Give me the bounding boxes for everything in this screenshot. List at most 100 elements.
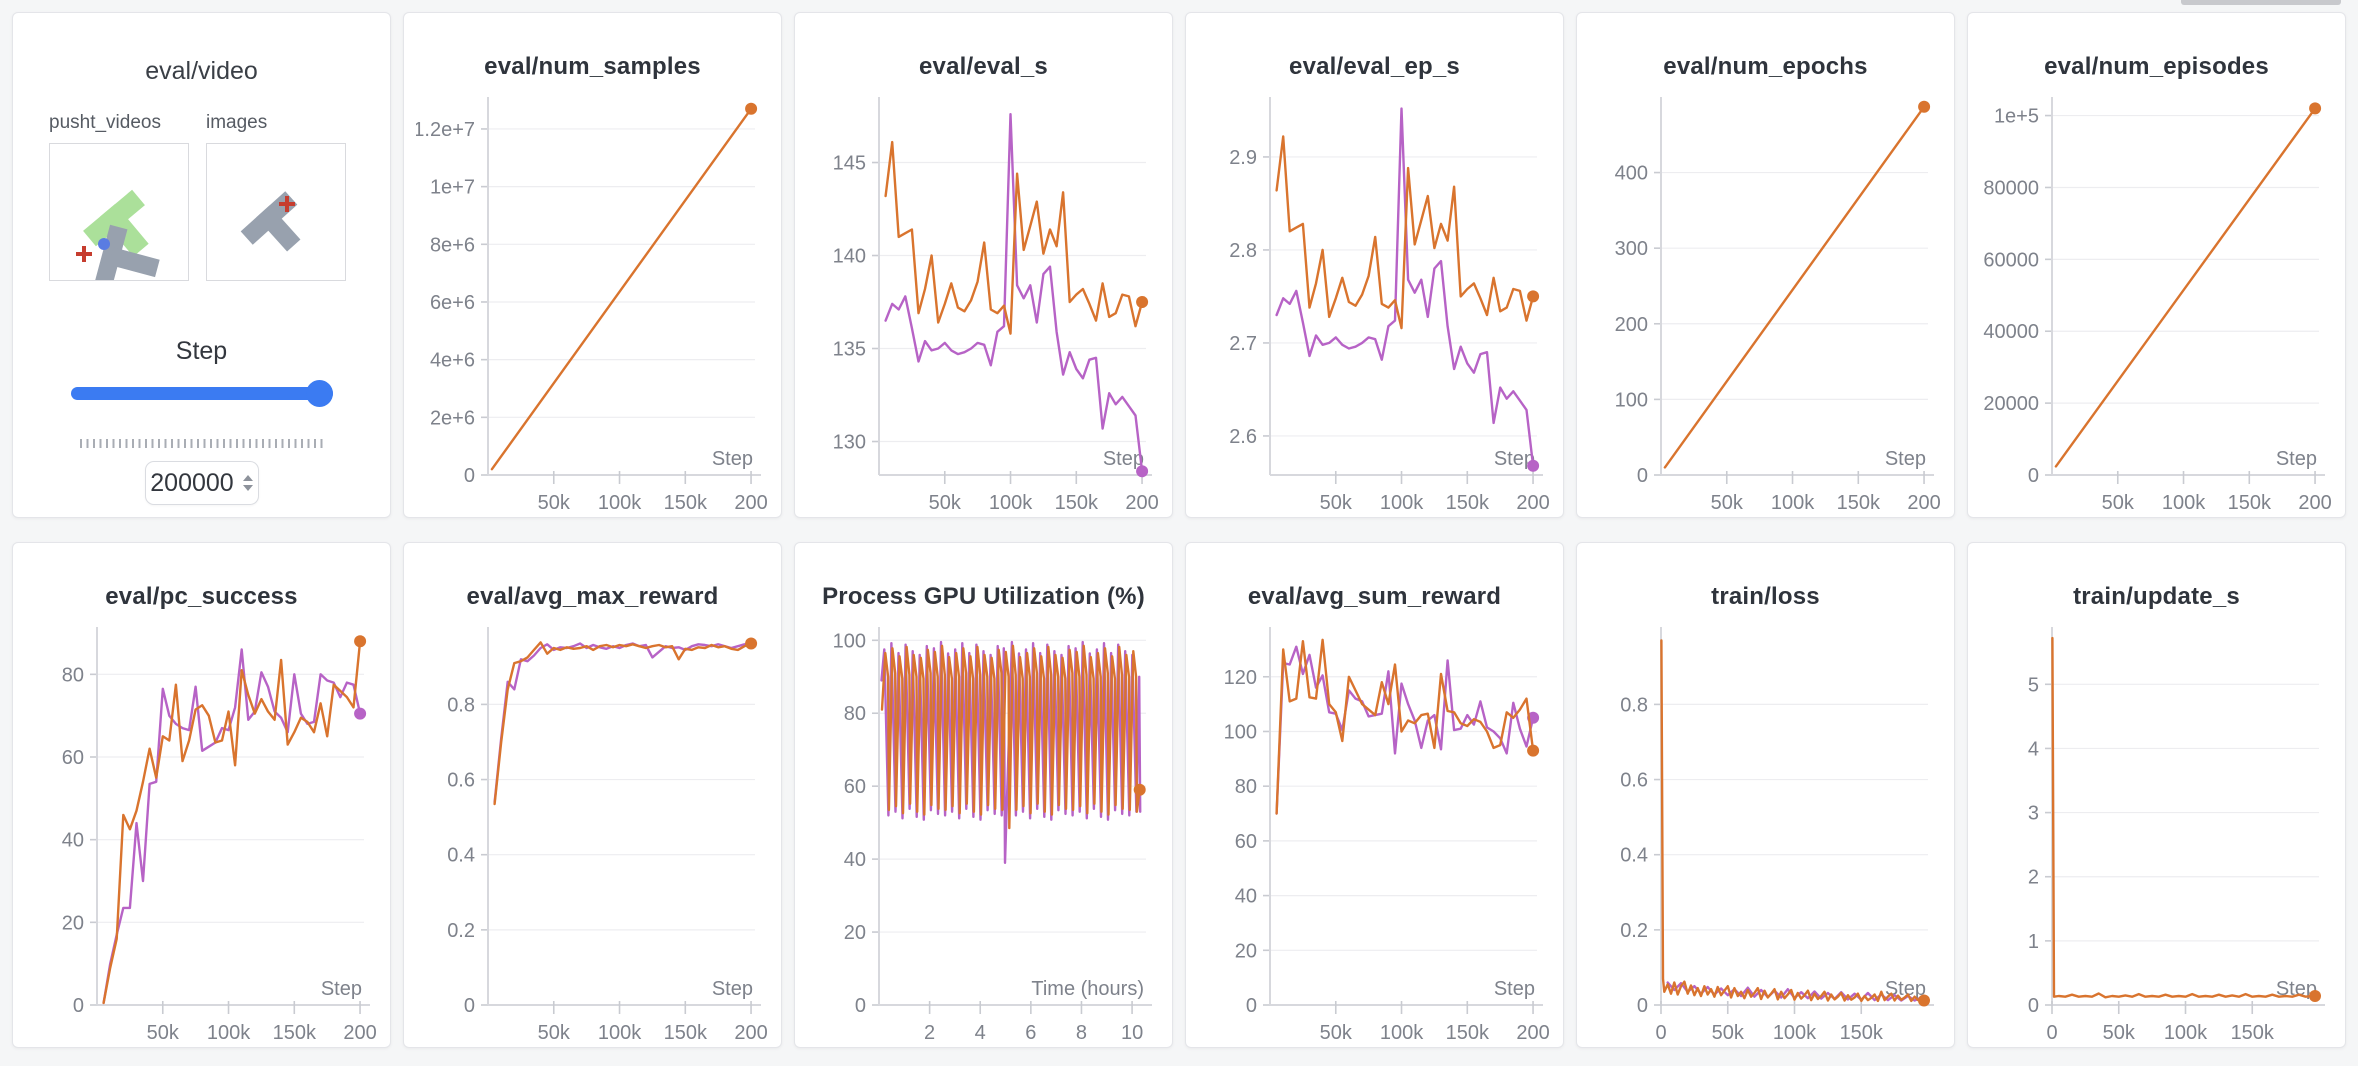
y-tick-label: 8e+6 (430, 234, 475, 256)
y-tick-label: 40 (1235, 886, 1257, 908)
y-tick-label: 40000 (1983, 321, 2039, 343)
panel-avg_sum_reward: eval/avg_sum_reward 0 20 40 60 80 100 120 50k 100… (1185, 542, 1564, 1048)
chart-title: train/loss (1711, 583, 1820, 610)
step-slider[interactable] (70, 380, 333, 408)
x-tick-label: 10 (1121, 1022, 1143, 1044)
y-tick-label: 20 (62, 912, 84, 934)
panel-train_loss: train/loss 0 0.2 0.4 0.6 0.8 0 50k 100k 150k Step (1576, 542, 1955, 1048)
step-value: 200000 (150, 468, 234, 497)
y-tick-label: 60 (844, 776, 866, 798)
y-tick-label: 20 (844, 922, 866, 944)
series-end-dot (1918, 100, 1931, 113)
series-end-dot (1527, 459, 1540, 472)
x-tick-label: 200 (734, 1022, 767, 1044)
chart-title: eval/eval_ep_s (1289, 53, 1460, 80)
y-tick-label: 0 (73, 995, 84, 1017)
chart-canvas-eval_ep_s[interactable]: 2.6 2.7 2.8 2.9 50k 100k 150k 200 Step (1198, 87, 1551, 518)
panel-eval_ep_s: eval/eval_ep_s 2.6 2.7 2.8 2.9 50k 100k 150k 200… (1185, 12, 1564, 518)
spinner-up-icon[interactable] (242, 475, 253, 481)
series-end-dot (1136, 296, 1149, 308)
x-tick-label: 50k (1712, 1022, 1745, 1044)
y-tick-label: 0.8 (1620, 694, 1648, 716)
y-tick-label: 6e+6 (430, 292, 475, 314)
x-tick-label: 100k (2164, 1022, 2208, 1044)
y-tick-label: 400 (1615, 163, 1648, 185)
x-tick-label: 200 (1125, 492, 1158, 514)
series-line-purple-run (1275, 645, 1535, 815)
y-tick-label: 0.6 (447, 770, 475, 792)
x-tick-label: 50k (1320, 492, 1353, 514)
x-tick-label: 200 (2298, 492, 2331, 514)
slider-thumb[interactable] (305, 380, 333, 407)
panel-num_episodes: eval/num_episodes 0 20000 40000 60000 80000 1e… (1967, 12, 2346, 518)
y-tick-label: 140 (833, 246, 866, 268)
series-line-orange-run (1663, 105, 1926, 469)
series-line-orange-run (880, 644, 1141, 830)
y-tick-label: 2e+6 (430, 407, 475, 429)
panel-num_epochs: eval/num_epochs 0 100 200 300 400 50k 100k 150k 2… (1576, 12, 1955, 518)
x-tick-label: 50k (929, 492, 962, 514)
video-thumbnail-pusht-videos[interactable] (49, 143, 189, 288)
series-end-dot (745, 102, 758, 115)
spinner-down-icon[interactable] (242, 485, 253, 491)
video-panel-title: eval/video (145, 57, 258, 85)
x-tick-label: 150k (1055, 492, 1099, 514)
y-tick-label: 2.6 (1229, 426, 1257, 448)
chart-canvas-eval_s[interactable]: 130 135 140 145 50k 100k 150k 200 Step (807, 87, 1160, 518)
y-tick-label: 5 (2028, 674, 2039, 696)
y-tick-label: 20000 (1983, 393, 2039, 415)
chart-canvas-num_samples[interactable]: 0 2e+6 4e+6 6e+6 8e+6 1e+7 1.2e+7 50k 100k 150k 20… (416, 87, 769, 518)
series-line-orange-run (493, 641, 753, 806)
chart-canvas-num_episodes[interactable]: 0 20000 40000 60000 80000 1e+5 50k 100k 150k 200 S… (1980, 87, 2333, 518)
chart-title: eval/num_epochs (1663, 53, 1868, 80)
chart-canvas-gpu_util[interactable]: 0 20 40 60 80 100 2 4 6 8 10 Time (hours) (807, 617, 1160, 1048)
x-axis-label: Step (2276, 978, 2317, 1000)
chart-canvas-avg_sum_reward[interactable]: 0 20 40 60 80 100 120 50k 100k 150k 200 Step (1198, 617, 1551, 1048)
y-tick-label: 80 (62, 664, 84, 686)
horizontal-scrollbar-thumb[interactable] (2181, 0, 2341, 5)
y-tick-label: 60000 (1983, 249, 2039, 271)
series-end-dot (1527, 744, 1540, 757)
y-tick-label: 60 (1235, 831, 1257, 853)
y-tick-label: 2.9 (1229, 147, 1257, 169)
y-tick-label: 1e+5 (1994, 106, 2039, 128)
x-tick-label: 200 (1516, 492, 1549, 514)
series-line-orange-run (1275, 135, 1535, 330)
x-tick-label: 150k (1837, 492, 1881, 514)
x-tick-label: 200 (734, 492, 767, 514)
chart-canvas-avg_max_reward[interactable]: 0 0.2 0.4 0.6 0.8 50k 100k 150k 200 Step (416, 617, 769, 1048)
x-tick-label: 2 (924, 1022, 935, 1044)
x-tick-label: 0 (2046, 1022, 2057, 1044)
x-tick-label: 100k (207, 1022, 251, 1044)
y-tick-label: 120 (1224, 667, 1257, 689)
y-tick-label: 2.8 (1229, 240, 1257, 262)
panel-avg_max_reward: eval/avg_max_reward 0 0.2 0.4 0.6 0.8 50k 100k 1… (403, 542, 782, 1048)
series-end-dot (1133, 783, 1146, 796)
slider-track[interactable] (70, 387, 333, 400)
x-tick-label: 4 (975, 1022, 986, 1044)
chart-title: eval/num_samples (484, 53, 701, 80)
y-tick-label: 0 (2028, 465, 2039, 487)
x-axis-label: Time (hours) (1031, 978, 1144, 1000)
x-tick-label: 150k (664, 1022, 708, 1044)
x-tick-label: 150k (1446, 492, 1490, 514)
series-end-dot (2309, 990, 2321, 1002)
chart-canvas-num_epochs[interactable]: 0 100 200 300 400 50k 100k 150k 200 Step (1589, 87, 1942, 518)
series-line-purple-run (102, 648, 362, 1005)
y-tick-label: 40 (62, 830, 84, 852)
series-end-dot (354, 707, 367, 720)
y-tick-label: 0 (464, 995, 475, 1017)
panel-train_update_s: train/update_s 0 1 2 3 4 5 0 50k 100k 150k Step (1967, 542, 2346, 1048)
x-tick-label: 100k (1380, 492, 1424, 514)
image-thumbnail-images[interactable] (206, 143, 346, 281)
x-tick-label: 50k (2102, 492, 2135, 514)
step-value-input[interactable]: 200000 (144, 461, 259, 505)
y-tick-label: 20 (1235, 940, 1257, 962)
y-tick-label: 0 (855, 995, 866, 1017)
chart-canvas-pc_success[interactable]: 0 20 40 60 80 50k 100k 150k 200 Step (25, 617, 378, 1048)
x-tick-label: 100k (598, 492, 642, 514)
x-axis-label: Step (2276, 448, 2317, 470)
x-tick-label: 150k (664, 492, 708, 514)
